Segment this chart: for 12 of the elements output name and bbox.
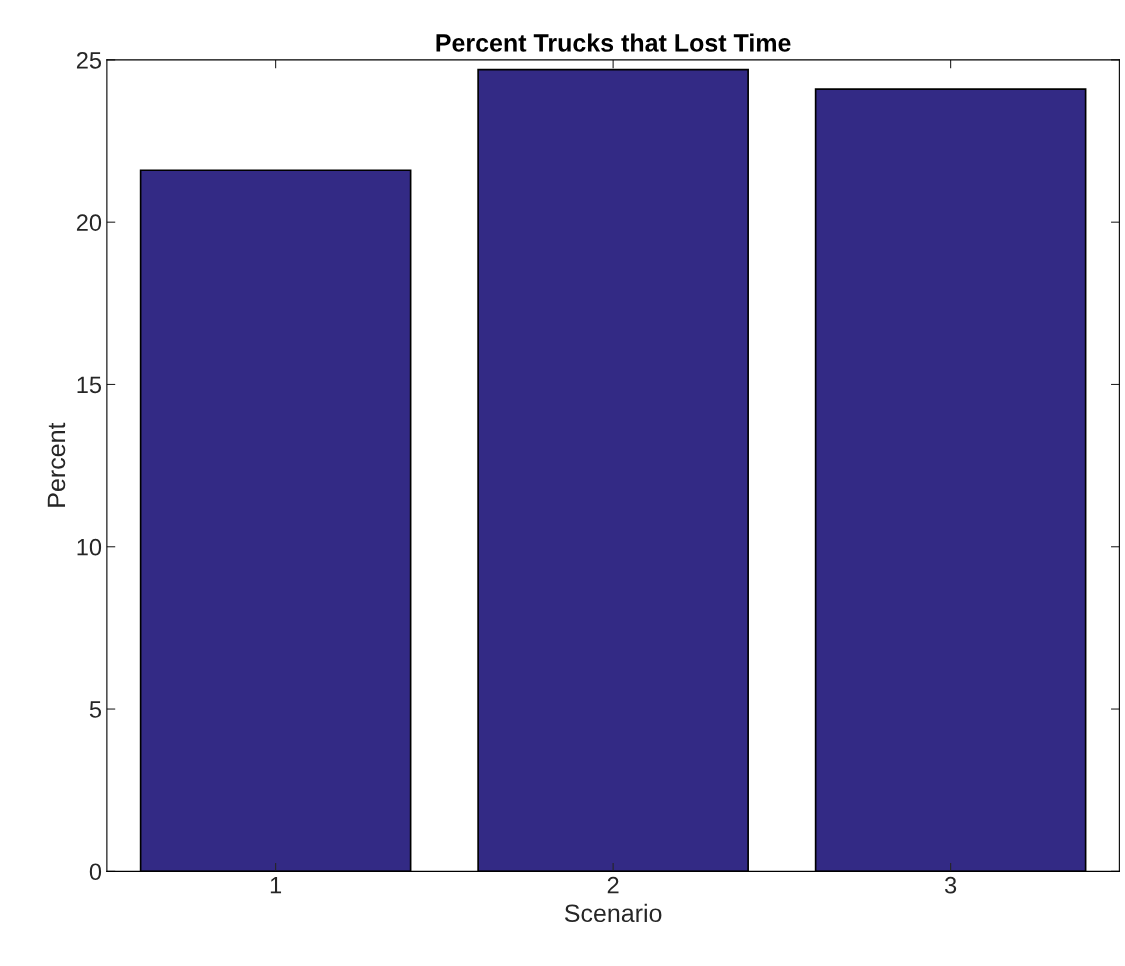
chart-title: Percent Trucks that Lost Time [436, 33, 791, 52]
x-axis-title: Scenario [564, 903, 662, 923]
y-tick-label: 25 [76, 51, 102, 69]
x-tick-label: 2 [607, 876, 619, 894]
y-tick-label: 5 [89, 701, 102, 718]
y-axis-title: Percent [47, 422, 66, 507]
x-tick-label: 1 [270, 877, 282, 894]
y-tick-label: 15 [77, 376, 102, 394]
y-tick-label: 10 [77, 538, 102, 556]
x-tick-label: 3 [944, 876, 957, 894]
y-tick-label: 20 [76, 214, 102, 231]
y-tick-label: 0 [89, 863, 102, 881]
